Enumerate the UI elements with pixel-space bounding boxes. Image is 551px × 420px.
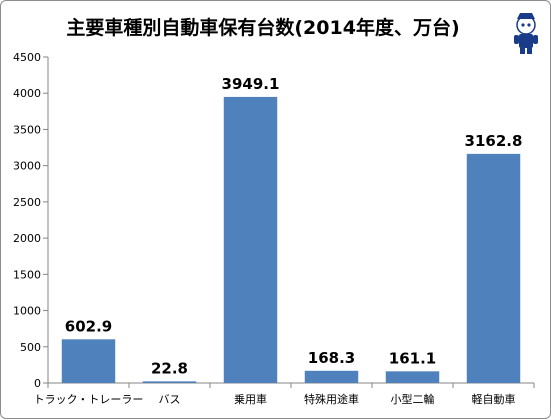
bar [142, 381, 197, 383]
chart-title: 主要車種別自動車保有台数(2014年度、万台) [66, 16, 459, 39]
mascot-icon [514, 13, 538, 54]
bar [385, 371, 440, 383]
data-label: 161.1 [389, 349, 436, 367]
bars [61, 96, 521, 384]
y-tick-label: 3000 [13, 160, 41, 173]
bar [304, 370, 359, 383]
data-label: 3949.1 [222, 75, 280, 93]
data-label: 602.9 [65, 317, 112, 335]
y-tick-label: 0 [34, 377, 41, 390]
x-tick-label: 乗用車 [234, 392, 267, 406]
x-tick-label: 軽自動車 [472, 392, 516, 406]
bar [61, 339, 116, 383]
y-tick-label: 4500 [13, 51, 41, 64]
x-tick-label: 小型二輪 [391, 392, 435, 406]
x-tick-label: バス [159, 393, 181, 406]
bar [466, 153, 521, 383]
y-tick-label: 2500 [13, 196, 41, 209]
x-tick-label: 特殊用途車 [304, 392, 359, 406]
y-tick-label: 1000 [13, 305, 41, 318]
y-tick-label: 4000 [13, 87, 41, 100]
data-label: 3162.8 [465, 132, 523, 150]
data-label: 22.8 [151, 359, 188, 377]
data-label: 168.3 [308, 349, 355, 367]
y-tick-label: 3500 [13, 123, 41, 136]
y-tick-label: 500 [20, 341, 41, 354]
bar [223, 96, 278, 384]
data-labels: 602.9 22.8 3949.1 168.3 161.1 3162.8 [65, 75, 523, 377]
y-tick-label: 1500 [13, 268, 41, 281]
x-tick-label: トラック・トレーラー [34, 393, 144, 406]
x-tick-labels: トラック・トレーラー バス 乗用車 特殊用途車 小型二輪 軽自動車 [34, 392, 516, 406]
y-tick-label: 2000 [13, 232, 41, 245]
axes: 0 500 1000 1500 2000 2500 3000 3500 4000 4500 [13, 51, 535, 390]
